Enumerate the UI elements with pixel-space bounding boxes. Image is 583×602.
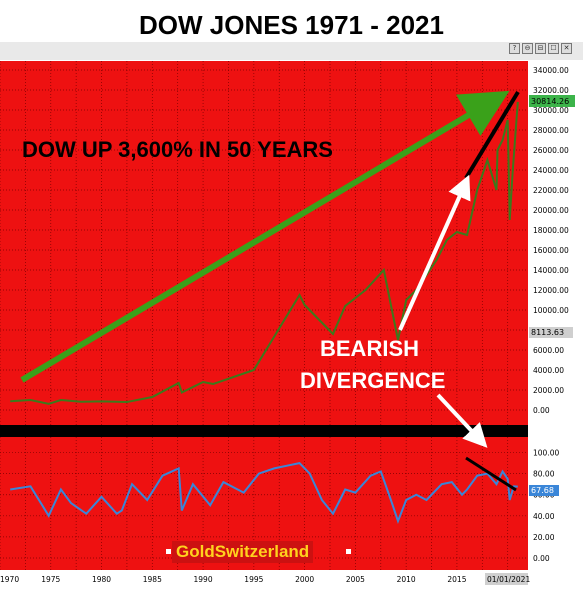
- window-titlebar: [0, 42, 583, 60]
- svg-text:67.68: 67.68: [531, 486, 554, 495]
- brand-logo: GoldSwitzerland: [172, 541, 314, 563]
- minimize-button[interactable]: ⊟: [535, 43, 546, 54]
- y-tick-label: 30000.00: [533, 106, 569, 115]
- maximize-button[interactable]: ☐: [548, 43, 559, 54]
- x-tick-label: 1970: [0, 575, 19, 584]
- divergence-annotation: DIVERGENCE: [300, 368, 445, 393]
- x-axis: 1970 1975 1980 1985 1990 1995 2000 2005 2010 2015…: [0, 573, 530, 585]
- y-tick-label: 14000.00: [533, 266, 569, 275]
- y-tick-label: 32000.00: [533, 86, 569, 95]
- y-tick-label: 40.00: [533, 512, 555, 521]
- y-tick-label: 28000.00: [533, 126, 569, 135]
- y-tick-label: 100.00: [533, 449, 559, 458]
- y-tick-label: 26000.00: [533, 146, 569, 155]
- y-tick-label: 4000.00: [533, 366, 564, 375]
- price-arrow: [398, 174, 471, 331]
- x-tick-label: 1990: [194, 575, 213, 584]
- trend-arrow: [20, 90, 510, 383]
- x-tick-label: 2000: [295, 575, 314, 584]
- indicator-last-value-badge: 67.68: [529, 485, 559, 496]
- x-tick-label: 2015: [447, 575, 466, 584]
- indicator-grid: [0, 437, 528, 570]
- y-tick-label: 80.00: [533, 470, 555, 479]
- y-tick-label: 18000.00: [533, 226, 569, 235]
- price-divergence-line: [464, 90, 520, 180]
- x-tick-label: 1995: [244, 575, 263, 584]
- zoom-out-button[interactable]: ⊖: [522, 43, 533, 54]
- bearish-annotation: BEARISH: [320, 336, 419, 361]
- brand-dot-right: [346, 549, 351, 554]
- price-marker-badge: 8113.63: [529, 327, 573, 338]
- svg-text:8113.63: 8113.63: [531, 328, 564, 337]
- main-grid: [0, 61, 528, 425]
- x-tick-label: 2010: [397, 575, 416, 584]
- x-tick-label: 01/01/2021: [487, 575, 530, 584]
- indicator-series-line: [10, 462, 518, 525]
- close-button[interactable]: ✕: [561, 43, 572, 54]
- y-tick-label: 22000.00: [533, 186, 569, 195]
- price-series-line: [10, 101, 519, 405]
- y-tick-label: 16000.00: [533, 246, 569, 255]
- panel-divider: [0, 425, 583, 437]
- trend-annotation: DOW UP 3,600% IN 50 YEARS: [22, 137, 333, 162]
- x-tick-label: 1975: [41, 575, 60, 584]
- x-tick-label: 2005: [346, 575, 365, 584]
- y-tick-label: 2000.00: [533, 386, 564, 395]
- x-tick-label: 1985: [143, 575, 162, 584]
- price-last-value-badge: 30814.26: [529, 95, 575, 107]
- y-tick-label: 24000.00: [533, 166, 569, 175]
- x-tick-date-box: [485, 573, 528, 585]
- svg-text:30814.26: 30814.26: [531, 97, 569, 106]
- help-button[interactable]: ?: [509, 43, 520, 54]
- brand-dot-left: [166, 549, 171, 554]
- page-title: DOW JONES 1971 - 2021: [139, 10, 444, 40]
- indicator-arrow: [436, 393, 488, 448]
- x-tick-label: 1980: [92, 575, 111, 584]
- y-tick-label: 6000.00: [533, 346, 564, 355]
- indicator-divergence-line: [465, 456, 517, 492]
- main-panel-background: [0, 61, 528, 425]
- y-tick-label: 20.00: [533, 533, 555, 542]
- y-tick-label: 10000.00: [533, 306, 569, 315]
- y-tick-label: 20000.00: [533, 206, 569, 215]
- y-tick-label: 12000.00: [533, 286, 569, 295]
- y-tick-label: 0.00: [533, 554, 550, 563]
- y-tick-label: 0.00: [533, 406, 550, 415]
- y-tick-label: 34000.00: [533, 66, 569, 75]
